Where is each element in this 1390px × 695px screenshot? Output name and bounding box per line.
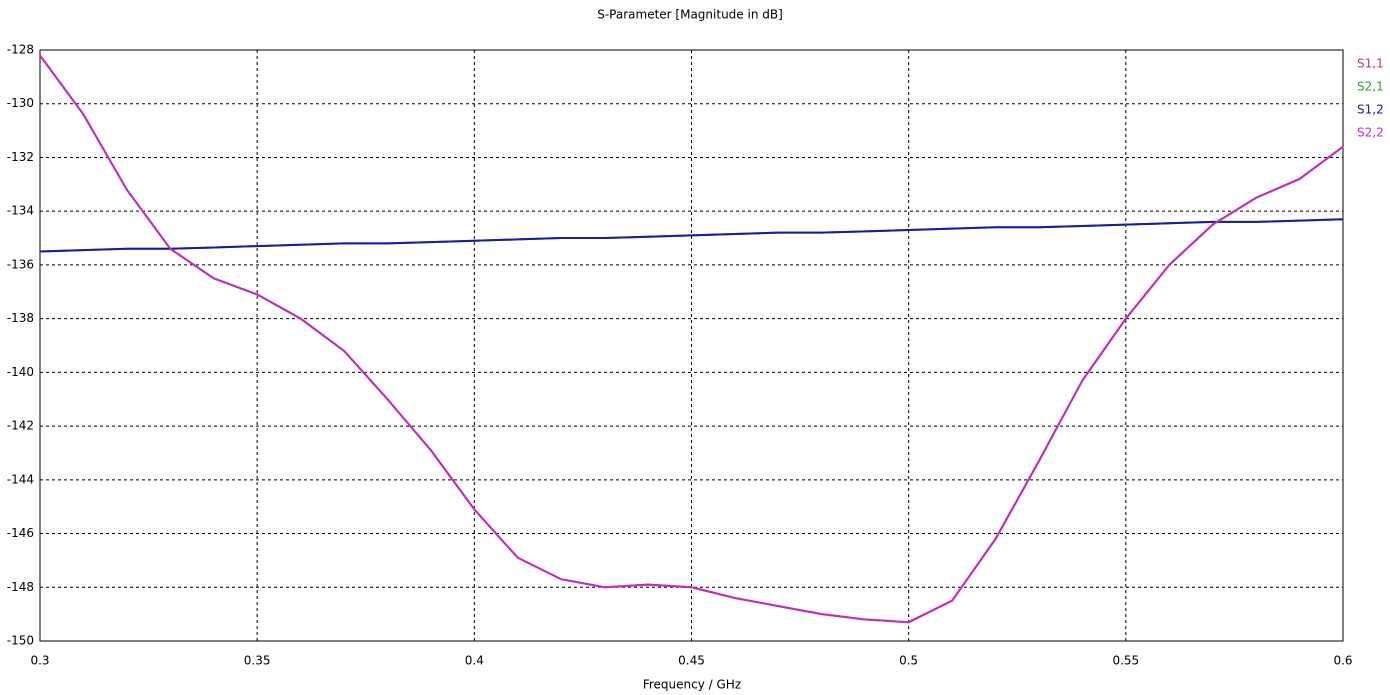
y-tick-label: -144 [7,472,34,486]
series-line [39,218,1344,253]
x-tick-label: 0.4 [465,654,484,668]
x-axis-label: Frequency / GHz [643,678,741,692]
y-tick-label: -132 [7,150,34,164]
chart-title: S-Parameter [Magnitude in dB] [597,8,783,22]
legend-label: S1,1 [1357,57,1384,71]
x-tick-label: 0.35 [244,654,271,668]
legend-label: S2,1 [1357,80,1384,94]
y-tick-label: -148 [7,580,34,594]
y-tick-label: -140 [7,365,34,379]
y-tick-label: -138 [7,311,34,325]
y-tick-label: -146 [7,526,34,540]
legend-label: S2,2 [1357,126,1384,140]
x-tick-label: 0.6 [1333,654,1352,668]
y-tick-label: -136 [7,257,34,271]
series-line [39,54,1344,624]
y-tick-label: -142 [7,419,34,433]
y-tick-label: -128 [7,43,34,57]
y-tick-label: -134 [7,204,34,218]
legend-label: S1,2 [1357,103,1384,117]
x-tick-label: 0.5 [899,654,918,668]
x-tick-label: 0.45 [678,654,705,668]
x-tick-label: 0.55 [1112,654,1139,668]
y-tick-label: -150 [7,634,34,648]
x-tick-label: 0.3 [30,654,49,668]
y-tick-label: -130 [7,96,34,110]
